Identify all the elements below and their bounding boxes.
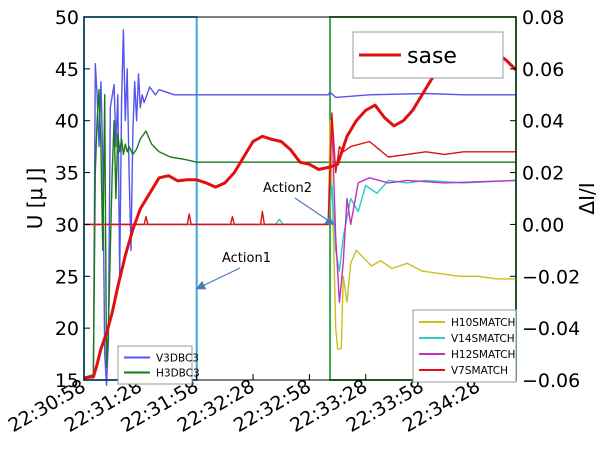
right-tick-label: 0.02 xyxy=(522,163,564,185)
plot-frame xyxy=(83,16,517,381)
legend-label-h12smatch: H12SMATCH xyxy=(451,349,515,361)
right-tick-label: −0.04 xyxy=(522,318,580,340)
legend-label-v3dbc3: V3DBC3 xyxy=(156,353,199,365)
right-tick-label: 0.00 xyxy=(522,214,564,236)
legend-label-h3dbc3: H3DBC3 xyxy=(156,368,200,380)
right-axis-title: ΔI/I xyxy=(575,182,599,214)
series-h3dbc3-line xyxy=(83,88,516,379)
annotation-action2-label: Action2 xyxy=(263,181,312,196)
left-tick-label: 40 xyxy=(55,111,79,133)
annotation-action2-arrow xyxy=(294,197,335,226)
left-tick-label: 45 xyxy=(55,59,79,81)
legend-label-sase: sase xyxy=(407,44,457,69)
left-tick-label: 20 xyxy=(55,318,79,340)
left-axis-title: U [μ J] xyxy=(23,168,47,230)
left-tick-label: 50 xyxy=(55,7,79,29)
legend-lower-left-box xyxy=(117,345,193,385)
series-v7smatch-line xyxy=(84,112,516,226)
series-h10smatch-line xyxy=(84,120,516,350)
left-tick-label: 35 xyxy=(55,163,79,185)
legend-label-v7smatch: V7SMATCH xyxy=(451,365,508,377)
series-v3dbc3-line xyxy=(83,29,516,386)
right-tick-label: −0.02 xyxy=(522,266,580,288)
right-tick-label: 0.08 xyxy=(522,7,564,29)
annotation-action1-arrow xyxy=(195,267,241,290)
legend-label-h10smatch: H10SMATCH xyxy=(451,317,515,329)
annotation-action1-label: Action1 xyxy=(222,251,271,266)
left-tick-label: 30 xyxy=(55,214,79,236)
legend-label-v14smatch: V14SMATCH xyxy=(451,333,515,345)
right-tick-label: 0.04 xyxy=(522,111,564,133)
right-tick-label: 0.06 xyxy=(522,59,564,81)
series-h12smatch-line xyxy=(84,120,517,303)
series-v14smatch-line xyxy=(84,179,517,272)
right-tick-label: −0.06 xyxy=(522,370,580,392)
left-tick-label: 15 xyxy=(55,370,79,392)
left-tick-label: 25 xyxy=(55,266,79,288)
